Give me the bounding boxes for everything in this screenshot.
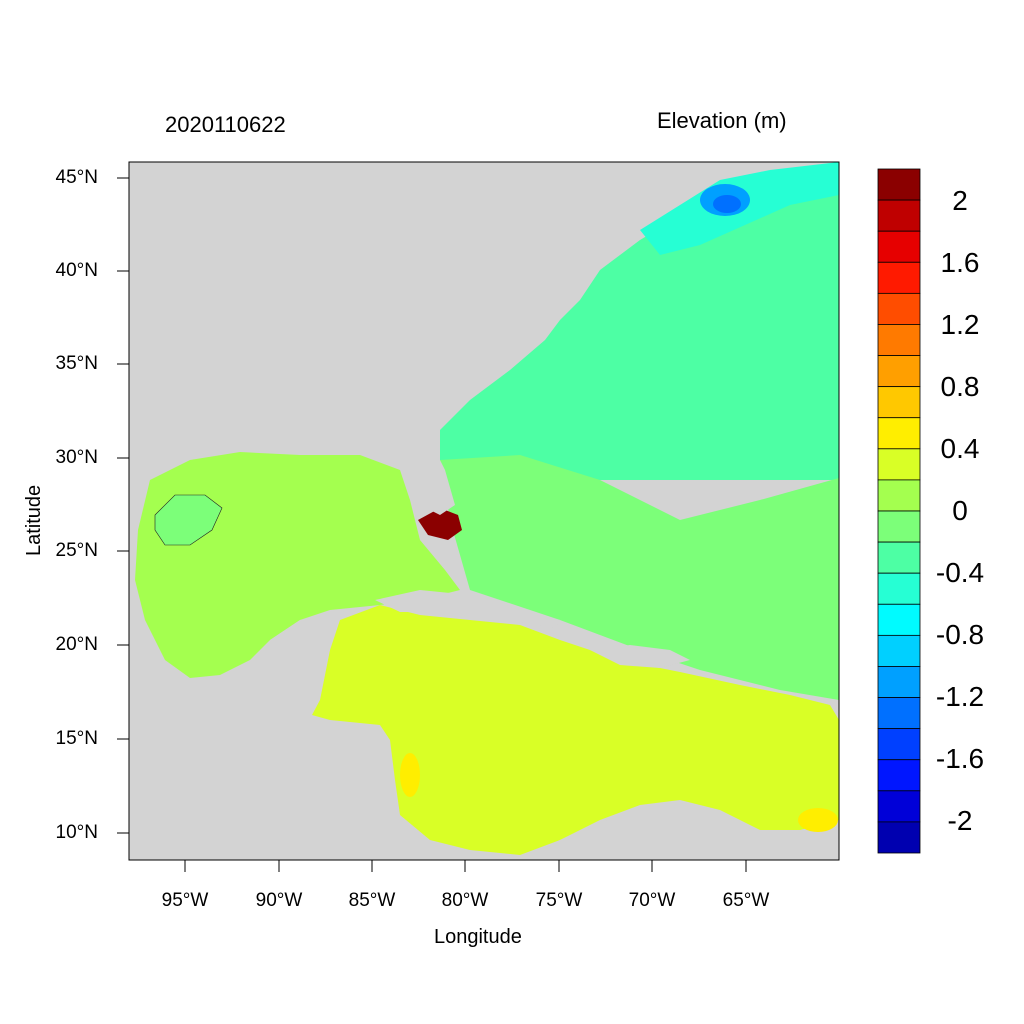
colorbar-swatch [877, 603, 921, 636]
colorbar-swatch [877, 355, 921, 388]
colorbar-label: -0.8 [935, 619, 985, 650]
y-tick-label: 40°N [55, 260, 98, 281]
florida-peninsula [400, 440, 455, 515]
colorbar-swatch [877, 386, 921, 419]
x-tick-label: 80°W [441, 890, 489, 911]
colorbar-label: -2 [947, 805, 973, 836]
hispaniola-island [590, 645, 690, 668]
colorbar-label: 1.6 [940, 247, 980, 278]
y-tick-label: 10°N [55, 822, 98, 843]
colorbar-label: -1.6 [935, 743, 985, 774]
colorbar-swatch [877, 697, 921, 730]
cuba-island [375, 590, 560, 628]
colorbar-swatch [877, 728, 921, 761]
y-tick-label: 15°N [55, 728, 98, 749]
colorbar-swatch [877, 417, 921, 450]
x-tick-label: 85°W [348, 890, 396, 911]
colorbar-swatch [877, 448, 921, 481]
colorbar-label: 0.4 [940, 433, 980, 464]
timestamp-label: 2020110622 [165, 112, 286, 137]
x-tick-label: 90°W [255, 890, 303, 911]
atlantic-ocean [440, 162, 839, 480]
variable-label: Elevation (m) [657, 108, 787, 133]
colorbar-label: -1.2 [935, 681, 985, 712]
colorbar-swatch [877, 790, 921, 823]
colorbar-label: -0.4 [935, 557, 985, 588]
y-tick-label: 35°N [55, 353, 98, 374]
y-tick-label: 20°N [55, 634, 98, 655]
colorbar-label: 0 [952, 495, 968, 526]
colorbar-swatch [877, 292, 921, 325]
x-tick-label: 65°W [722, 890, 770, 911]
y-tick-label: 30°N [55, 447, 98, 468]
colorbar-label: 1.2 [940, 309, 980, 340]
colorbar-swatch [877, 572, 921, 605]
colorbar [877, 168, 921, 854]
colorbar-swatch [877, 168, 921, 201]
positive-anomaly-west-caribbean [400, 753, 420, 797]
colorbar-swatch [877, 634, 921, 667]
x-axis-title: Longitude [434, 926, 522, 948]
map-layers [129, 162, 839, 860]
colorbar-swatch [877, 261, 921, 294]
y-axis-title: Latitude [23, 484, 45, 556]
low-core [713, 195, 741, 213]
gulf-west-contour [154, 494, 223, 546]
colorbar-swatch [877, 666, 921, 698]
colorbar-swatch [877, 479, 921, 512]
colorbar-swatch [877, 199, 921, 232]
colorbar-swatch [877, 230, 921, 263]
y-tick-label: 45°N [55, 167, 98, 188]
y-tick-label: 25°N [55, 540, 98, 561]
x-axis-ticks [184, 860, 747, 872]
colorbar-swatch [877, 510, 921, 543]
colorbar-swatch [877, 324, 921, 356]
colorbar-swatch [877, 759, 921, 792]
x-tick-label: 70°W [628, 890, 676, 911]
florida-surge [418, 508, 462, 540]
yucatan-peninsula [270, 615, 330, 715]
colorbar-swatch [877, 541, 921, 574]
atlantic-south-band [440, 455, 839, 700]
x-tick-label: 75°W [535, 890, 583, 911]
colorbar-swatch [877, 821, 921, 854]
south-america-coast [520, 805, 839, 860]
caribbean-sea [312, 605, 839, 855]
plot-frame [128, 161, 840, 861]
colorbar-label: 2 [952, 185, 968, 216]
colorbar-label: 0.8 [940, 371, 980, 402]
positive-anomaly-southeast [798, 808, 838, 832]
x-tick-label: 95°W [161, 890, 209, 911]
y-axis-ticks [117, 177, 129, 834]
